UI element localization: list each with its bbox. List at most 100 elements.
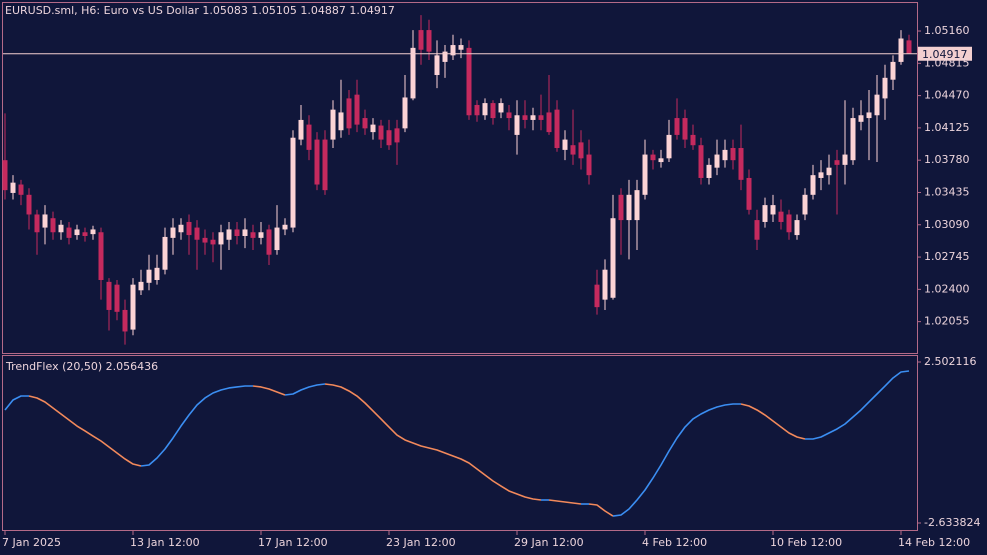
candle-body [626, 194, 632, 221]
candle-body [210, 239, 216, 245]
candle-body [146, 269, 152, 283]
candle-body [290, 137, 296, 228]
candle-body [698, 145, 704, 178]
candle-body [194, 227, 200, 240]
candle-body [602, 269, 608, 300]
candle-body [130, 284, 136, 330]
x-tick-label: 23 Jan 12:00 [386, 536, 456, 549]
candle-body [858, 115, 864, 122]
candle-body [898, 38, 904, 62]
candle-body [378, 125, 384, 140]
candle-body [834, 160, 840, 165]
candle-body [314, 139, 320, 185]
candle-body [666, 134, 672, 159]
candle-body [682, 118, 688, 140]
indicator-line [740, 403, 806, 440]
candle-body [794, 220, 800, 236]
candle-body [810, 175, 816, 195]
y-tick-label: 1.04470 [924, 89, 970, 102]
candle-body [674, 118, 680, 135]
candle-body [370, 124, 376, 133]
candle-body [82, 232, 88, 236]
candle-body [746, 177, 752, 210]
candle-body [906, 40, 912, 54]
candle-body [530, 115, 536, 120]
candle-body [98, 232, 104, 280]
candle-body [226, 229, 232, 240]
candle-body [242, 229, 248, 236]
x-tick-label: 29 Jan 12:00 [514, 536, 584, 549]
candle-body [754, 220, 760, 240]
candle-body [394, 128, 400, 143]
candle-body [578, 142, 584, 159]
indicator-line [588, 503, 614, 517]
indicator-line [805, 370, 910, 440]
y-tick-label: 1.05160 [924, 24, 970, 37]
candle-body [122, 309, 128, 332]
candle-body [58, 224, 64, 233]
candle-body [610, 218, 616, 298]
candle-body [170, 227, 176, 238]
candle-body [474, 104, 480, 116]
candle-body [538, 115, 544, 120]
candle-body [338, 112, 344, 131]
candle-body [178, 224, 184, 233]
candle-body [778, 211, 784, 222]
candle-body [74, 229, 80, 236]
candle-body [658, 158, 664, 163]
candle-body [346, 98, 352, 129]
candle-body [498, 103, 504, 113]
candle-body [258, 232, 264, 238]
y-tick-label: 1.02745 [924, 250, 970, 263]
y-tick-label: -2.633824 [924, 516, 980, 529]
candle-body [514, 115, 520, 135]
indicator-panel-frame [2, 355, 918, 531]
indicator-line [28, 395, 142, 467]
candle-body [490, 103, 496, 119]
x-tick-label: 14 Feb 12:00 [898, 536, 970, 549]
candle-body [442, 51, 448, 62]
candle-body [722, 149, 728, 161]
candle-body [802, 194, 808, 215]
candle-body [642, 154, 648, 195]
candle-body [322, 139, 328, 191]
candle-body [2, 160, 8, 191]
candle-body [554, 109, 560, 149]
candle-body [874, 94, 880, 116]
candle-body [218, 232, 224, 245]
indicator-line [324, 383, 542, 501]
y-tick-label: 1.03780 [924, 153, 970, 166]
candle-body [386, 130, 392, 146]
candle-body [690, 134, 696, 146]
candle-body [10, 182, 16, 193]
candle-body [506, 112, 512, 119]
candle-body [298, 119, 304, 140]
indicator-line [284, 383, 326, 396]
candle-body [570, 145, 576, 155]
candle-body [586, 154, 592, 176]
candle-body [426, 30, 432, 52]
x-tick-label: 7 Jan 2025 [2, 536, 61, 549]
candle-body [26, 194, 32, 215]
candle-body [138, 281, 144, 291]
candle-body [770, 205, 776, 215]
candle-body [762, 205, 768, 222]
x-tick-label: 4 Feb 12:00 [642, 536, 707, 549]
candle-body [42, 214, 48, 228]
candle-body [522, 115, 528, 120]
candle-body [458, 45, 464, 50]
marks [2, 15, 912, 517]
candle-body [618, 194, 624, 221]
candle-body [434, 55, 440, 76]
candle-body [818, 172, 824, 178]
y-tick-label: 1.02400 [924, 282, 970, 295]
indicator-title: TrendFlex (20,50) 2.056436 [5, 360, 158, 373]
candle-body [786, 214, 792, 233]
candle-body [354, 94, 360, 125]
candle-body [634, 190, 640, 221]
indicator-line [140, 385, 253, 467]
indicator-line [612, 403, 741, 517]
candle-body [106, 281, 112, 310]
